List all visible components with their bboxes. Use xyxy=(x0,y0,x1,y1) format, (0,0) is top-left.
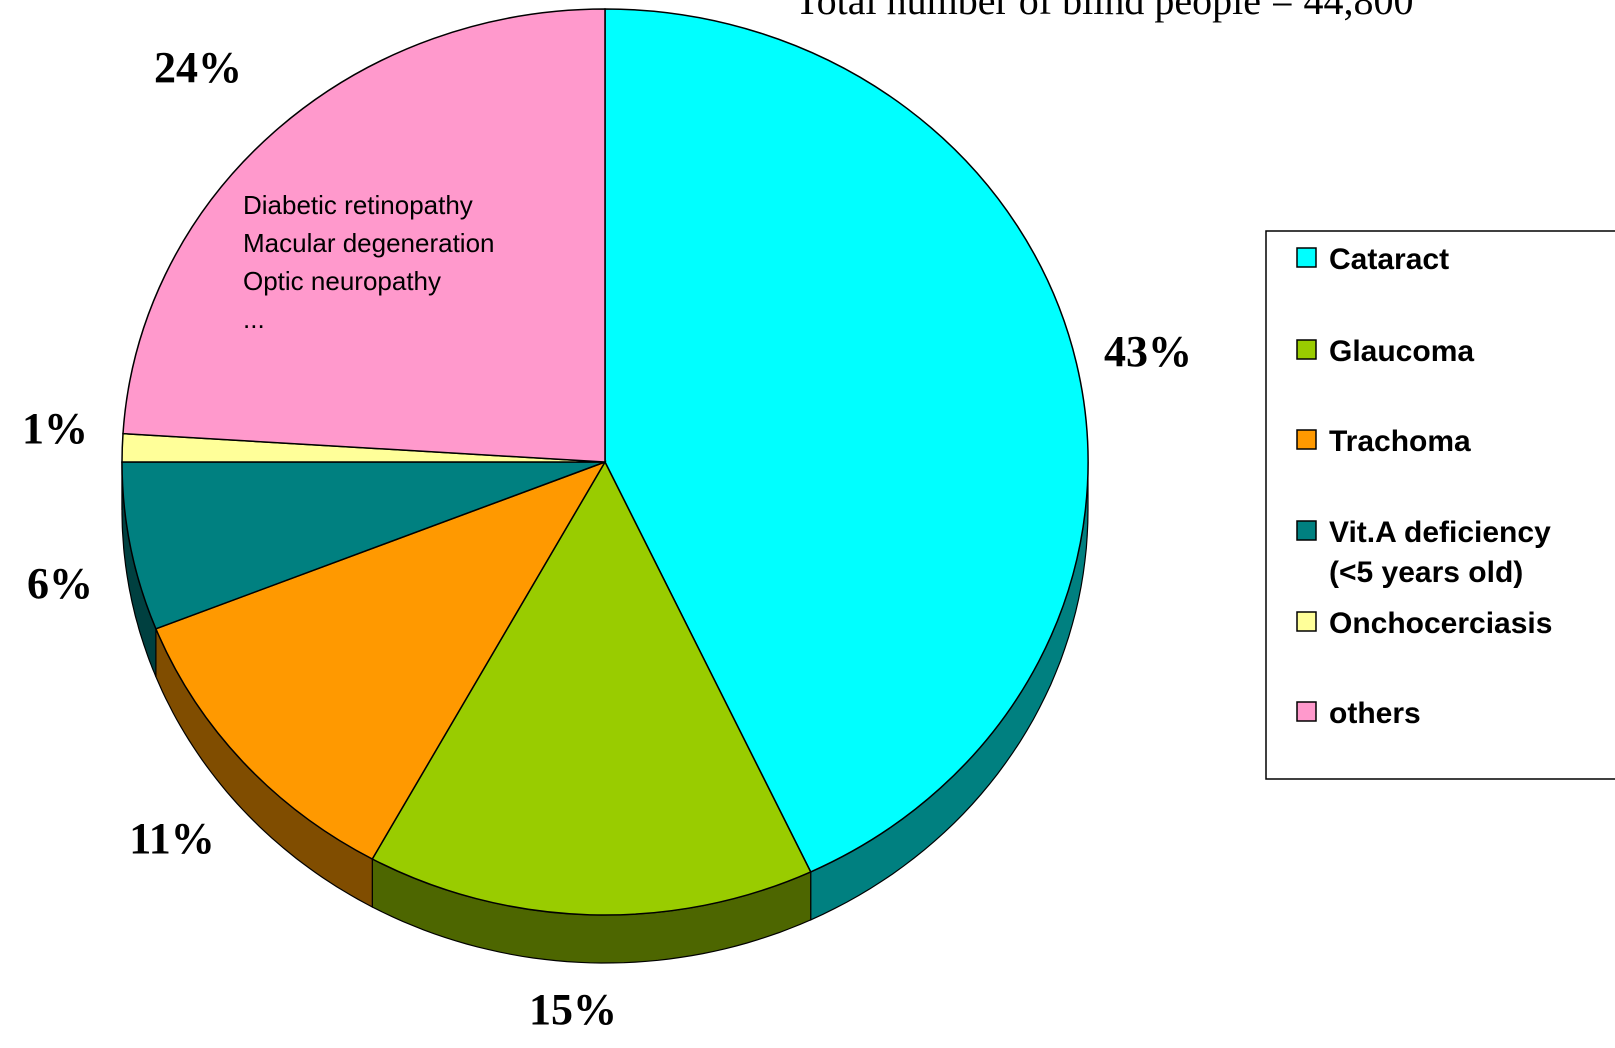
percentage-label: 11% xyxy=(129,814,215,863)
legend-label: Vit.A deficiency xyxy=(1329,516,1551,549)
legend-label: Glaucoma xyxy=(1329,335,1474,368)
legend-label-line2: (<5 years old) xyxy=(1329,556,1523,589)
percentage-label: 6% xyxy=(27,559,93,608)
legend-swatch xyxy=(1296,701,1317,722)
legend-label: Trachoma xyxy=(1329,425,1471,458)
legend-label: Onchocerciasis xyxy=(1329,607,1552,640)
annotation-line: Diabetic retinopathy xyxy=(243,190,473,220)
legend-label: others xyxy=(1329,697,1421,730)
percentage-label: 43% xyxy=(1104,327,1192,376)
pie-slice-others xyxy=(122,8,606,463)
legend-swatch xyxy=(1296,339,1317,360)
pie-slice-vit-a-deficiency-5-years-old xyxy=(121,461,606,630)
legend-swatch xyxy=(1296,429,1317,450)
legend-swatch xyxy=(1296,247,1317,268)
annotation-line: Macular degeneration xyxy=(243,228,495,258)
pie-slice-cataract xyxy=(604,8,1089,873)
percentage-label: 1% xyxy=(22,404,88,453)
chart-title: Total number of blind people = 44,800 xyxy=(795,0,1414,23)
legend-label: Cataract xyxy=(1329,243,1449,276)
annotation-line: ... xyxy=(243,304,265,334)
pie-slice-trachoma xyxy=(154,460,607,860)
legend: Cataract Glaucoma Trachoma Vit.A deficiency… xyxy=(1265,230,1615,780)
percentage-labels: 43% 15% 11% 6% 1% 24% xyxy=(22,43,1192,1034)
legend-box xyxy=(1265,230,1615,780)
legend-swatch xyxy=(1296,611,1317,632)
percentage-label: 24% xyxy=(154,43,242,92)
legend-swatch xyxy=(1296,520,1317,541)
annotation-line: Optic neuropathy xyxy=(243,266,441,296)
pie-slices xyxy=(121,8,1089,916)
others-annotation: Diabetic retinopathy Macular degeneratio… xyxy=(243,190,495,334)
percentage-label: 15% xyxy=(529,985,617,1034)
pie-slice-glaucoma xyxy=(371,460,812,916)
